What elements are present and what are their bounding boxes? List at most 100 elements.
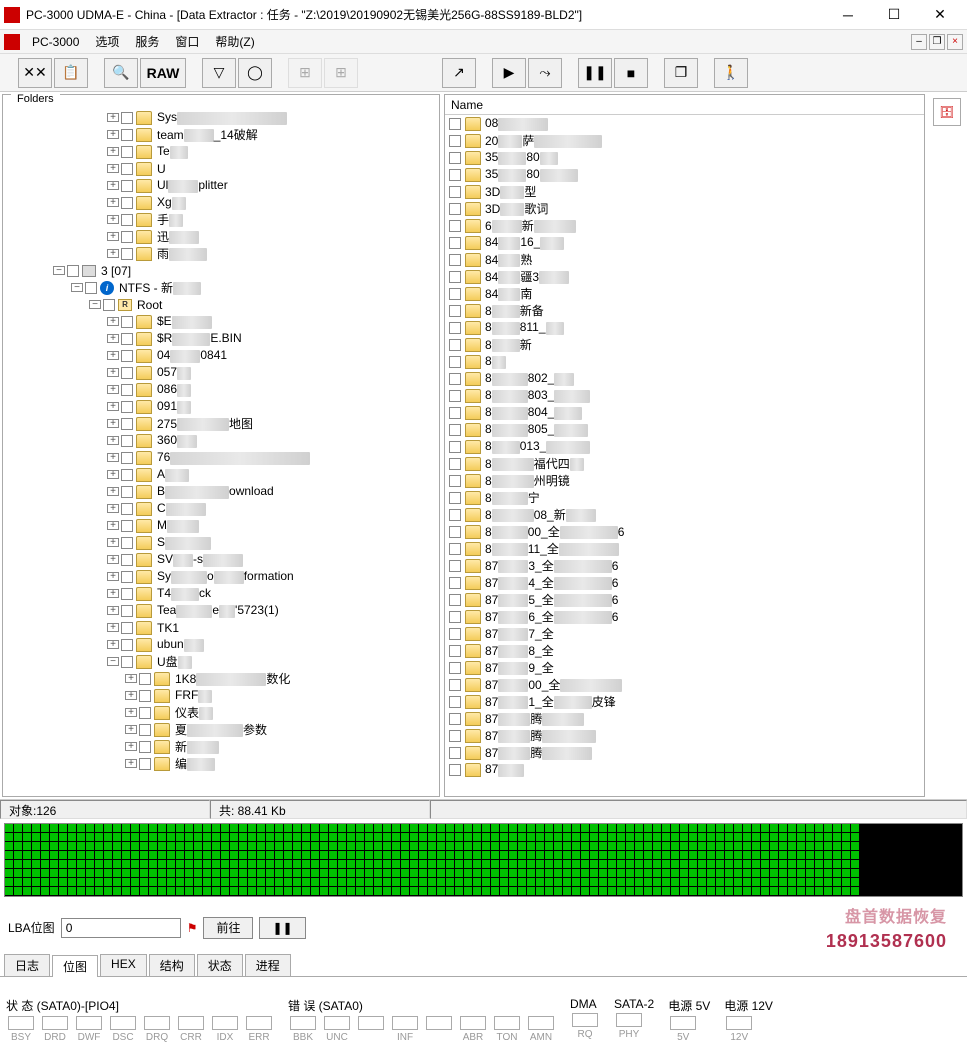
tree-row[interactable]: +C bbox=[3, 500, 439, 517]
expand-toggle[interactable]: + bbox=[107, 538, 119, 547]
expand-toggle[interactable]: − bbox=[53, 266, 65, 275]
list-row[interactable]: 8811_ bbox=[445, 319, 924, 336]
minimize-button[interactable]: ─ bbox=[825, 0, 871, 30]
expand-toggle[interactable]: + bbox=[107, 504, 119, 513]
tree-checkbox[interactable] bbox=[139, 673, 151, 685]
tree-row[interactable]: +76 bbox=[3, 449, 439, 466]
list-row[interactable]: 8州明镜 bbox=[445, 472, 924, 489]
tree-row[interactable]: +1K8数化 bbox=[3, 670, 439, 687]
tree-checkbox[interactable] bbox=[121, 112, 133, 124]
list-row[interactable]: 8700_全 bbox=[445, 676, 924, 693]
expand-toggle[interactable]: + bbox=[107, 589, 119, 598]
tree-row[interactable]: +091 bbox=[3, 398, 439, 415]
expand-toggle[interactable]: + bbox=[125, 742, 137, 751]
tree-row[interactable]: +编 bbox=[3, 755, 439, 772]
expand-toggle[interactable]: + bbox=[107, 419, 119, 428]
lba-goto-button[interactable]: 前往 bbox=[203, 917, 253, 939]
tree-row[interactable]: −iNTFS - 新 bbox=[3, 279, 439, 296]
tree-row[interactable]: +新 bbox=[3, 738, 439, 755]
tool-db-button[interactable]: ◯ bbox=[238, 58, 272, 88]
tree-row[interactable]: +Bownload bbox=[3, 483, 439, 500]
list-checkbox[interactable] bbox=[449, 254, 461, 266]
list-row[interactable]: 8803_ bbox=[445, 387, 924, 404]
list-checkbox[interactable] bbox=[449, 169, 461, 181]
tree-checkbox[interactable] bbox=[121, 554, 133, 566]
list-row[interactable]: 808_新 bbox=[445, 506, 924, 523]
list-row[interactable]: 6新 bbox=[445, 217, 924, 234]
list-row[interactable]: 87腾 bbox=[445, 744, 924, 761]
tree-row[interactable]: +S bbox=[3, 534, 439, 551]
menu-help[interactable]: 帮助(Z) bbox=[207, 30, 262, 53]
tree-row[interactable]: +Teae'5723(1) bbox=[3, 602, 439, 619]
list-row[interactable]: 871_全皮锋 bbox=[445, 693, 924, 710]
list-row[interactable]: 3580 bbox=[445, 166, 924, 183]
tree-checkbox[interactable] bbox=[121, 537, 133, 549]
list-checkbox[interactable] bbox=[449, 526, 461, 538]
list-row[interactable]: 8804_ bbox=[445, 404, 924, 421]
tree-row[interactable]: +040841 bbox=[3, 347, 439, 364]
list-row[interactable]: 800_全6 bbox=[445, 523, 924, 540]
list-row[interactable]: 8805_ bbox=[445, 421, 924, 438]
list-row[interactable]: 8 bbox=[445, 353, 924, 370]
tree-row[interactable]: +$RE.BIN bbox=[3, 330, 439, 347]
expand-toggle[interactable]: + bbox=[107, 147, 119, 156]
list-checkbox[interactable] bbox=[449, 390, 461, 402]
tree-checkbox[interactable] bbox=[121, 639, 133, 651]
tab-进程[interactable]: 进程 bbox=[245, 954, 291, 976]
tree-row[interactable]: +FRF bbox=[3, 687, 439, 704]
tool-copy-button[interactable]: ❐ bbox=[664, 58, 698, 88]
expand-toggle[interactable]: + bbox=[125, 725, 137, 734]
list-checkbox[interactable] bbox=[449, 220, 461, 232]
tree-checkbox[interactable] bbox=[121, 469, 133, 481]
list-checkbox[interactable] bbox=[449, 373, 461, 385]
expand-toggle[interactable]: + bbox=[125, 691, 137, 700]
tab-状态[interactable]: 状态 bbox=[197, 954, 243, 976]
lba-pause-button[interactable]: ❚❚ bbox=[259, 917, 305, 939]
list-row[interactable]: 08 bbox=[445, 115, 924, 132]
expand-toggle[interactable]: − bbox=[107, 657, 119, 666]
list-checkbox[interactable] bbox=[449, 441, 461, 453]
tree-row[interactable]: −RRoot bbox=[3, 296, 439, 313]
tree-checkbox[interactable] bbox=[121, 418, 133, 430]
tool-search-button[interactable]: 🔍 bbox=[104, 58, 138, 88]
tree-checkbox[interactable] bbox=[121, 605, 133, 617]
tree-row[interactable]: +Syoformation bbox=[3, 568, 439, 585]
expand-toggle[interactable]: − bbox=[89, 300, 101, 309]
expand-toggle[interactable]: + bbox=[107, 640, 119, 649]
list-checkbox[interactable] bbox=[449, 696, 461, 708]
list-checkbox[interactable] bbox=[449, 118, 461, 130]
tree-checkbox[interactable] bbox=[121, 231, 133, 243]
list-checkbox[interactable] bbox=[449, 186, 461, 198]
expand-toggle[interactable]: + bbox=[107, 351, 119, 360]
tree-row[interactable]: +360 bbox=[3, 432, 439, 449]
expand-toggle[interactable]: + bbox=[107, 402, 119, 411]
list-checkbox[interactable] bbox=[449, 747, 461, 759]
list-row[interactable]: 3D歌词 bbox=[445, 200, 924, 217]
tree-checkbox[interactable] bbox=[121, 180, 133, 192]
list-checkbox[interactable] bbox=[449, 424, 461, 436]
list-checkbox[interactable] bbox=[449, 730, 461, 742]
tree-checkbox[interactable] bbox=[121, 316, 133, 328]
list-checkbox[interactable] bbox=[449, 305, 461, 317]
tree-checkbox[interactable] bbox=[139, 758, 151, 770]
list-header-name[interactable]: Name bbox=[445, 95, 924, 115]
tool-filter-button[interactable]: ▽ bbox=[202, 58, 236, 88]
list-row[interactable]: 8802_ bbox=[445, 370, 924, 387]
expand-toggle[interactable]: + bbox=[107, 368, 119, 377]
tree-checkbox[interactable] bbox=[139, 741, 151, 753]
tree-checkbox[interactable] bbox=[121, 350, 133, 362]
list-checkbox[interactable] bbox=[449, 322, 461, 334]
tree-checkbox[interactable] bbox=[121, 656, 133, 668]
list-row[interactable]: 877_全 bbox=[445, 625, 924, 642]
side-tool-button[interactable]: 🗄 bbox=[933, 98, 961, 126]
list-checkbox[interactable] bbox=[449, 407, 461, 419]
tool-settings-button[interactable]: ✕✕ bbox=[18, 58, 52, 88]
tree-checkbox[interactable] bbox=[121, 163, 133, 175]
list-checkbox[interactable] bbox=[449, 560, 461, 572]
menu-window[interactable]: 窗口 bbox=[167, 30, 207, 53]
tree-row[interactable]: +夏参数 bbox=[3, 721, 439, 738]
expand-toggle[interactable]: + bbox=[107, 453, 119, 462]
list-checkbox[interactable] bbox=[449, 628, 461, 640]
tool-pause-button[interactable]: ❚❚ bbox=[578, 58, 612, 88]
expand-toggle[interactable]: + bbox=[107, 317, 119, 326]
